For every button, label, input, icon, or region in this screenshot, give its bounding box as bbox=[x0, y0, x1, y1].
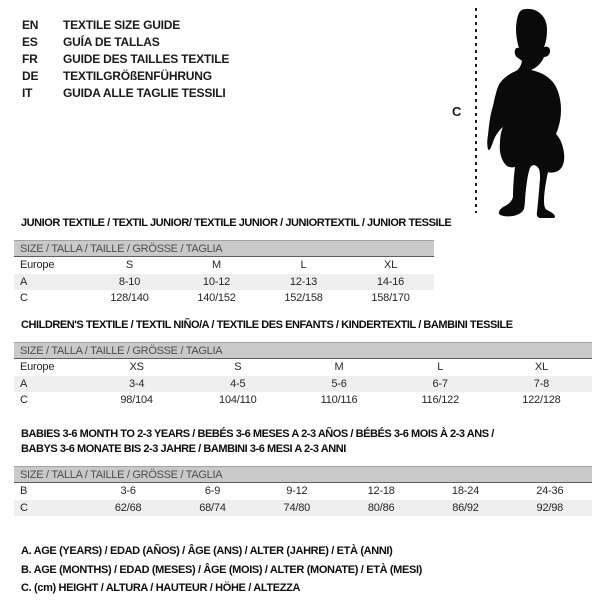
language-row-it: IT GUIDA ALLE TAGLIE TESSILI bbox=[22, 85, 229, 102]
footnote-legend: A. AGE (YEARS) / EDAD (AÑOS) / ÂGE (ANS)… bbox=[21, 542, 422, 598]
age-cell: 8-10 bbox=[118, 275, 141, 288]
size-cell: S bbox=[125, 259, 134, 272]
age-cell: 14-16 bbox=[376, 275, 405, 288]
height-cell: 128/140 bbox=[110, 292, 149, 305]
language-row-en: EN TEXTILE SIZE GUIDE bbox=[22, 17, 229, 34]
height-cell: 122/128 bbox=[522, 394, 561, 407]
age-cell: 6-7 bbox=[432, 377, 449, 390]
language-code: FR bbox=[22, 52, 38, 66]
size-cell: XL bbox=[383, 259, 398, 272]
language-code: ES bbox=[22, 35, 38, 49]
age-cell: 24-36 bbox=[536, 485, 564, 498]
age-cell: 12-13 bbox=[289, 275, 318, 288]
row-label: C bbox=[20, 394, 28, 407]
babies-section-heading: BABIES 3-6 MONTH TO 2-3 YEARS / BEBÉS 3-… bbox=[21, 427, 494, 457]
height-cell: 140/152 bbox=[197, 292, 236, 305]
row-label: A bbox=[20, 275, 28, 288]
row-label: C bbox=[20, 501, 28, 514]
babies-size-bar: SIZE / TALLA / TAILLE / GRÖSSE / TAGLIA bbox=[14, 466, 592, 483]
table-row: C 98/104 104/110 110/116 116/122 122/128 bbox=[14, 392, 592, 409]
footnote-c: C. (cm) HEIGHT / ALTURA / HAUTEUR / HÖHE… bbox=[21, 582, 301, 595]
size-cell: S bbox=[234, 361, 242, 374]
table-row: C 128/140 140/152 152/158 158/170 bbox=[14, 290, 434, 307]
guide-title-fr: GUIDE DES TAILLES TEXTILE bbox=[63, 52, 230, 66]
table-row: A 8-10 10-12 12-13 14-16 bbox=[14, 273, 434, 290]
height-cell: 98/104 bbox=[120, 394, 153, 407]
language-code: DE bbox=[22, 69, 39, 83]
height-cell: 80/86 bbox=[367, 501, 395, 514]
age-cell: 18-24 bbox=[451, 485, 480, 498]
age-cell: 9-12 bbox=[286, 485, 308, 498]
table-row: Europe XS S M L XL bbox=[14, 359, 592, 376]
language-code: IT bbox=[22, 86, 33, 100]
table-row: Europe S M L XL bbox=[14, 257, 434, 274]
height-measure-dotted-line bbox=[475, 8, 477, 213]
age-cell: 7-8 bbox=[533, 377, 550, 390]
children-size-bar: SIZE / TALLA / TAILLE / GRÖSSE / TAGLIA bbox=[14, 342, 592, 359]
row-label: A bbox=[20, 377, 28, 390]
table-row: C 62/68 68/74 74/80 80/86 86/92 92/98 bbox=[14, 499, 592, 516]
age-cell: 4-5 bbox=[230, 377, 246, 390]
language-row-de: DE TEXTILGRÖßENFÜHRUNG bbox=[22, 68, 229, 85]
junior-size-table: SIZE / TALLA / TAILLE / GRÖSSE / TAGLIA … bbox=[14, 240, 434, 307]
size-cell: L bbox=[300, 259, 307, 272]
language-row-fr: FR GUIDE DES TAILLES TEXTILE bbox=[22, 51, 229, 68]
size-cell: XL bbox=[534, 361, 548, 374]
height-cell: 152/158 bbox=[284, 292, 323, 305]
language-row-es: ES GUÍA DE TALLAS bbox=[22, 34, 229, 51]
language-title-list: EN TEXTILE SIZE GUIDE ES GUÍA DE TALLAS … bbox=[22, 17, 229, 102]
junior-size-bar: SIZE / TALLA / TAILLE / GRÖSSE / TAGLIA bbox=[14, 240, 434, 257]
age-cell: 6-9 bbox=[204, 485, 221, 498]
size-cell: M bbox=[212, 259, 221, 272]
row-label: Europe bbox=[20, 259, 55, 272]
height-cell: 104/110 bbox=[219, 394, 257, 407]
language-code: EN bbox=[22, 18, 39, 32]
height-cell: 68/74 bbox=[199, 501, 226, 514]
footnote-a: A. AGE (YEARS) / EDAD (AÑOS) / ÂGE (ANS)… bbox=[21, 545, 393, 557]
age-cell: 3-6 bbox=[120, 485, 137, 498]
babies-heading-line2: BABYS 3-6 MONATE BIS 2-3 JAHRE / BAMBINI… bbox=[21, 443, 346, 455]
guide-title-en: TEXTILE SIZE GUIDE bbox=[63, 18, 181, 32]
row-label: Europe bbox=[20, 361, 55, 374]
baby-silhouette-icon bbox=[487, 8, 565, 218]
children-size-table: SIZE / TALLA / TAILLE / GRÖSSE / TAGLIA … bbox=[14, 342, 592, 409]
height-cell: 92/98 bbox=[536, 501, 564, 514]
height-cell: 62/68 bbox=[114, 501, 142, 514]
row-label: B bbox=[20, 485, 28, 498]
guide-title-it: GUIDA ALLE TAGLIE TESSILI bbox=[63, 86, 226, 100]
height-cell: 74/80 bbox=[283, 501, 311, 514]
table-row: B 3-6 6-9 9-12 12-18 18-24 24-36 bbox=[14, 483, 592, 500]
height-cell: 110/116 bbox=[320, 394, 358, 407]
junior-section-heading: JUNIOR TEXTILE / TEXTIL JUNIOR/ TEXTILE … bbox=[21, 217, 452, 229]
children-section-heading: CHILDREN'S TEXTILE / TEXTIL NIÑO/A / TEX… bbox=[21, 319, 513, 331]
footnote-b: B. AGE (MONTHS) / EDAD (MESES) / ÂGE (MO… bbox=[21, 563, 422, 576]
height-cell: 86/92 bbox=[452, 501, 479, 514]
table-row: A 3-4 4-5 5-6 6-7 7-8 bbox=[14, 375, 592, 392]
guide-title-es: GUÍA DE TALLAS bbox=[63, 35, 160, 49]
size-cell: L bbox=[437, 361, 444, 374]
age-cell: 5-6 bbox=[331, 377, 347, 390]
babies-size-table: SIZE / TALLA / TAILLE / GRÖSSE / TAGLIA … bbox=[14, 466, 592, 516]
row-label: C bbox=[20, 292, 28, 305]
age-cell: 10-12 bbox=[202, 275, 231, 288]
guide-title-de: TEXTILGRÖßENFÜHRUNG bbox=[63, 69, 212, 83]
babies-heading-line1: BABIES 3-6 MONTH TO 2-3 YEARS / BEBÉS 3-… bbox=[21, 428, 494, 440]
height-cell: 158/170 bbox=[371, 292, 410, 305]
height-cell: 116/122 bbox=[421, 394, 459, 407]
size-cell: XS bbox=[129, 361, 144, 374]
height-measure-label: C bbox=[452, 104, 462, 119]
age-cell: 3-4 bbox=[128, 377, 145, 390]
size-cell: M bbox=[334, 361, 344, 374]
age-cell: 12-18 bbox=[367, 485, 395, 498]
